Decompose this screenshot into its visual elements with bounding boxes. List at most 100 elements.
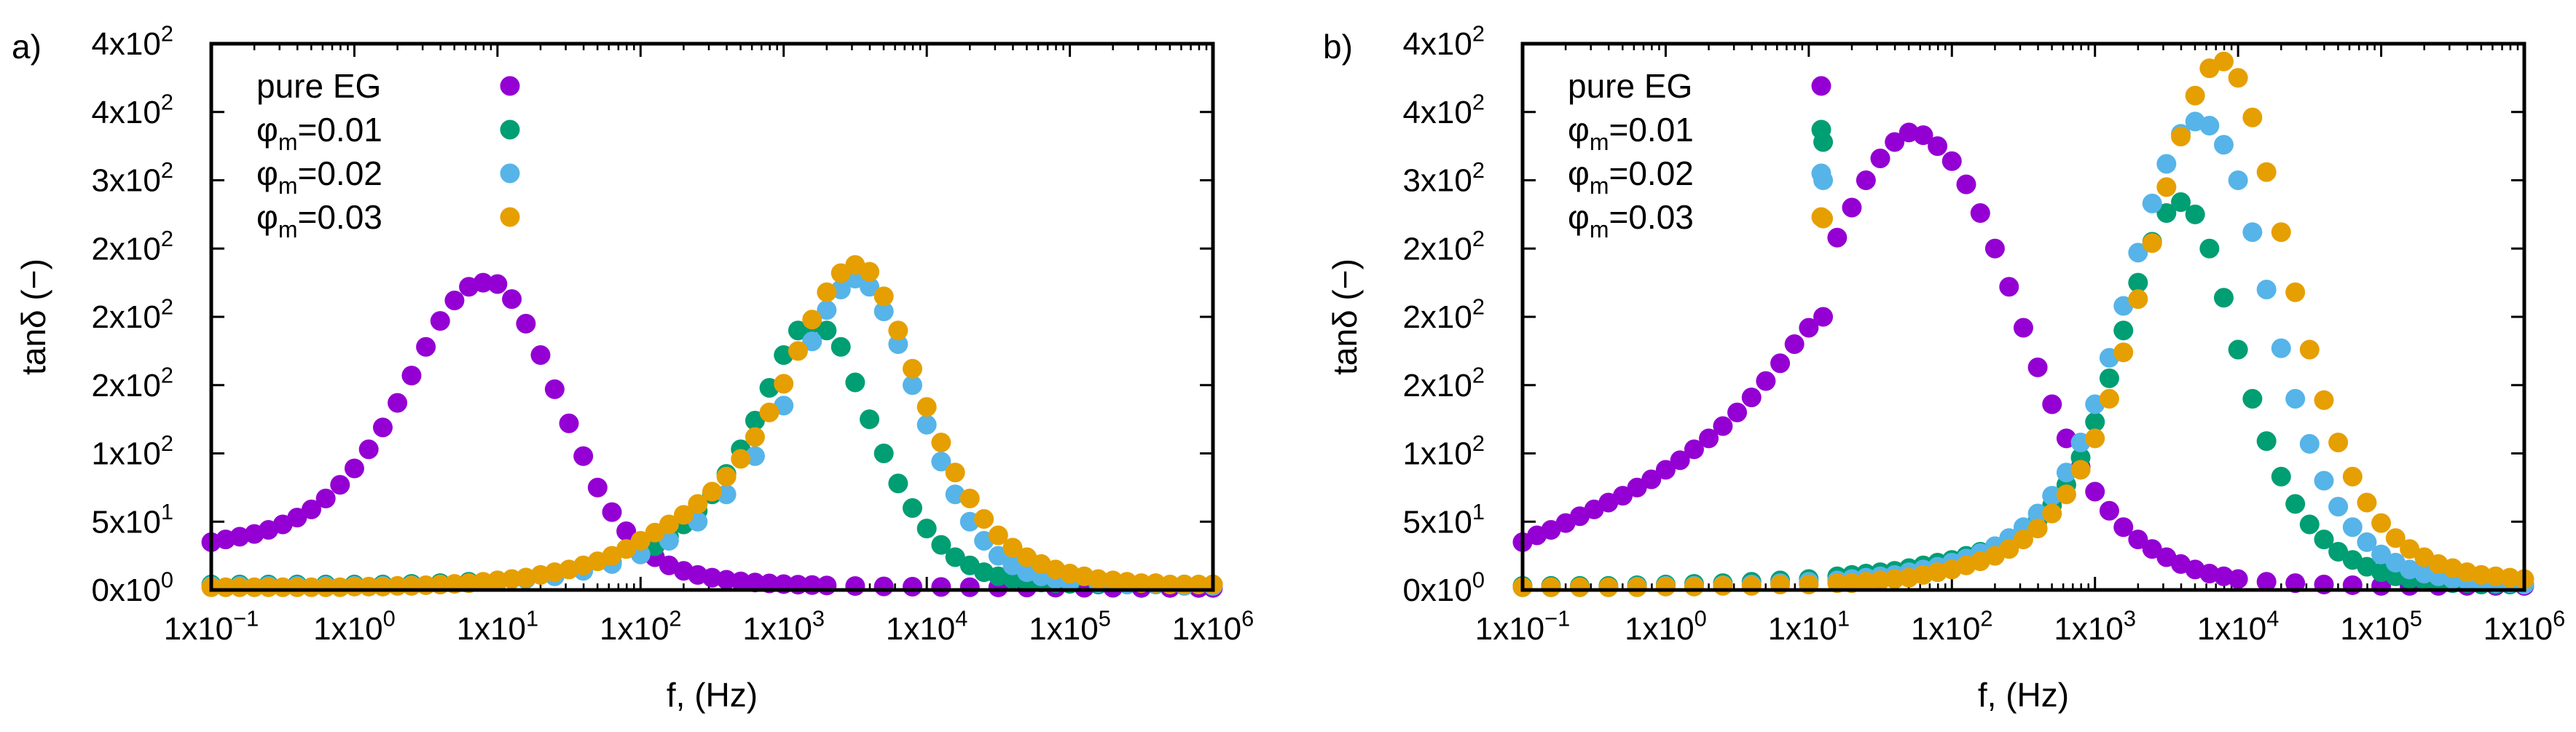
x-tick-label: 1x103	[2054, 606, 2136, 647]
data-point	[1870, 149, 1890, 168]
data-point	[1970, 203, 1990, 223]
data-point	[2128, 289, 2148, 310]
data-point	[287, 508, 307, 528]
x-tick-label: 1x10−1	[1475, 606, 1571, 647]
data-point	[2213, 51, 2234, 71]
data-point	[229, 577, 250, 597]
data-point	[1913, 125, 1933, 146]
data-point	[2185, 204, 2205, 224]
data-point	[2371, 544, 2392, 564]
data-point	[716, 570, 737, 590]
data-point	[1088, 569, 1109, 589]
data-point	[1641, 469, 1662, 489]
data-point	[1885, 132, 1905, 152]
data-point	[2113, 296, 2134, 316]
data-point	[2027, 519, 2048, 539]
data-point	[2357, 532, 2377, 552]
data-point	[873, 444, 894, 463]
data-point	[817, 282, 837, 302]
data-point	[860, 261, 880, 282]
data-point	[2042, 394, 2062, 414]
plot-frame	[209, 42, 1215, 592]
legend-marker	[500, 119, 520, 140]
x-tick-label: 1x105	[2340, 606, 2422, 647]
y-tick-label: 1x102	[1402, 430, 1485, 471]
data-point	[1598, 577, 1619, 597]
x-tick-label: 1x101	[1768, 606, 1850, 647]
data-point	[2027, 357, 2048, 377]
data-point	[2371, 513, 2392, 533]
data-point	[988, 525, 1008, 546]
data-point	[2285, 282, 2306, 302]
y-tick-label: 3x102	[1402, 157, 1485, 198]
data-point	[845, 372, 865, 393]
data-point	[2342, 517, 2363, 538]
data-point	[1813, 307, 1834, 327]
x-axis-label: f, (Hz)	[667, 676, 758, 714]
data-point	[1999, 277, 2019, 297]
data-point	[430, 311, 450, 331]
data-point	[2385, 528, 2406, 548]
data-point	[731, 571, 751, 591]
data-point	[1870, 570, 1890, 591]
data-point	[487, 274, 508, 294]
data-point	[2027, 503, 2048, 524]
data-point	[1727, 402, 1748, 422]
data-point	[1612, 486, 1633, 506]
data-point	[2113, 517, 2134, 538]
data-point	[731, 449, 751, 469]
data-point	[2113, 320, 2134, 341]
data-point	[473, 572, 493, 592]
data-point	[945, 547, 965, 567]
x-tick-label: 1x102	[1911, 606, 1993, 647]
data-point	[2299, 514, 2320, 535]
data-point	[1670, 450, 1690, 471]
panel-label: b)	[1323, 28, 1353, 66]
data-point	[2013, 318, 2033, 338]
data-point	[1842, 573, 1862, 594]
data-point	[2099, 389, 2119, 409]
y-tick-label: 5x101	[1402, 499, 1485, 540]
data-point	[502, 289, 522, 310]
y-tick-label: 2x102	[91, 362, 173, 403]
legend-label: φm=0.03	[256, 198, 382, 243]
data-point	[931, 577, 951, 597]
data-point	[931, 433, 951, 452]
data-point	[1784, 334, 1805, 354]
data-point	[544, 379, 565, 399]
data-point	[2357, 492, 2377, 513]
data-point	[759, 402, 780, 422]
series-2	[201, 269, 1223, 596]
legend-label: φm=0.01	[1568, 111, 1694, 155]
y-tick-label: 1x102	[91, 430, 173, 471]
data-point	[244, 577, 264, 597]
data-point	[2471, 564, 2491, 585]
plot-frame	[1520, 42, 2526, 592]
data-point	[587, 477, 608, 497]
data-point	[860, 277, 880, 297]
data-point	[2013, 530, 2033, 550]
data-point	[659, 514, 679, 535]
data-point	[416, 337, 436, 357]
y-tick-label: 2x102	[91, 226, 173, 267]
data-point	[444, 291, 465, 310]
data-point	[2256, 431, 2277, 452]
data-point	[1941, 151, 1962, 171]
y-tick-label: 0x100	[1402, 567, 1485, 608]
data-point	[2185, 85, 2205, 106]
data-point	[358, 439, 379, 460]
data-point	[2142, 233, 2162, 253]
data-point	[2285, 573, 2306, 594]
data-point	[229, 527, 250, 547]
data-point	[902, 358, 922, 379]
data-point	[388, 393, 408, 413]
data-point	[2085, 428, 2105, 449]
data-point	[1131, 573, 1152, 594]
data-point	[216, 577, 236, 597]
legend-marker	[1811, 119, 1831, 140]
data-point	[1570, 577, 1590, 597]
data-point	[1756, 371, 1776, 391]
data-point	[2156, 177, 2177, 197]
data-point	[817, 320, 837, 341]
data-point	[802, 331, 822, 352]
